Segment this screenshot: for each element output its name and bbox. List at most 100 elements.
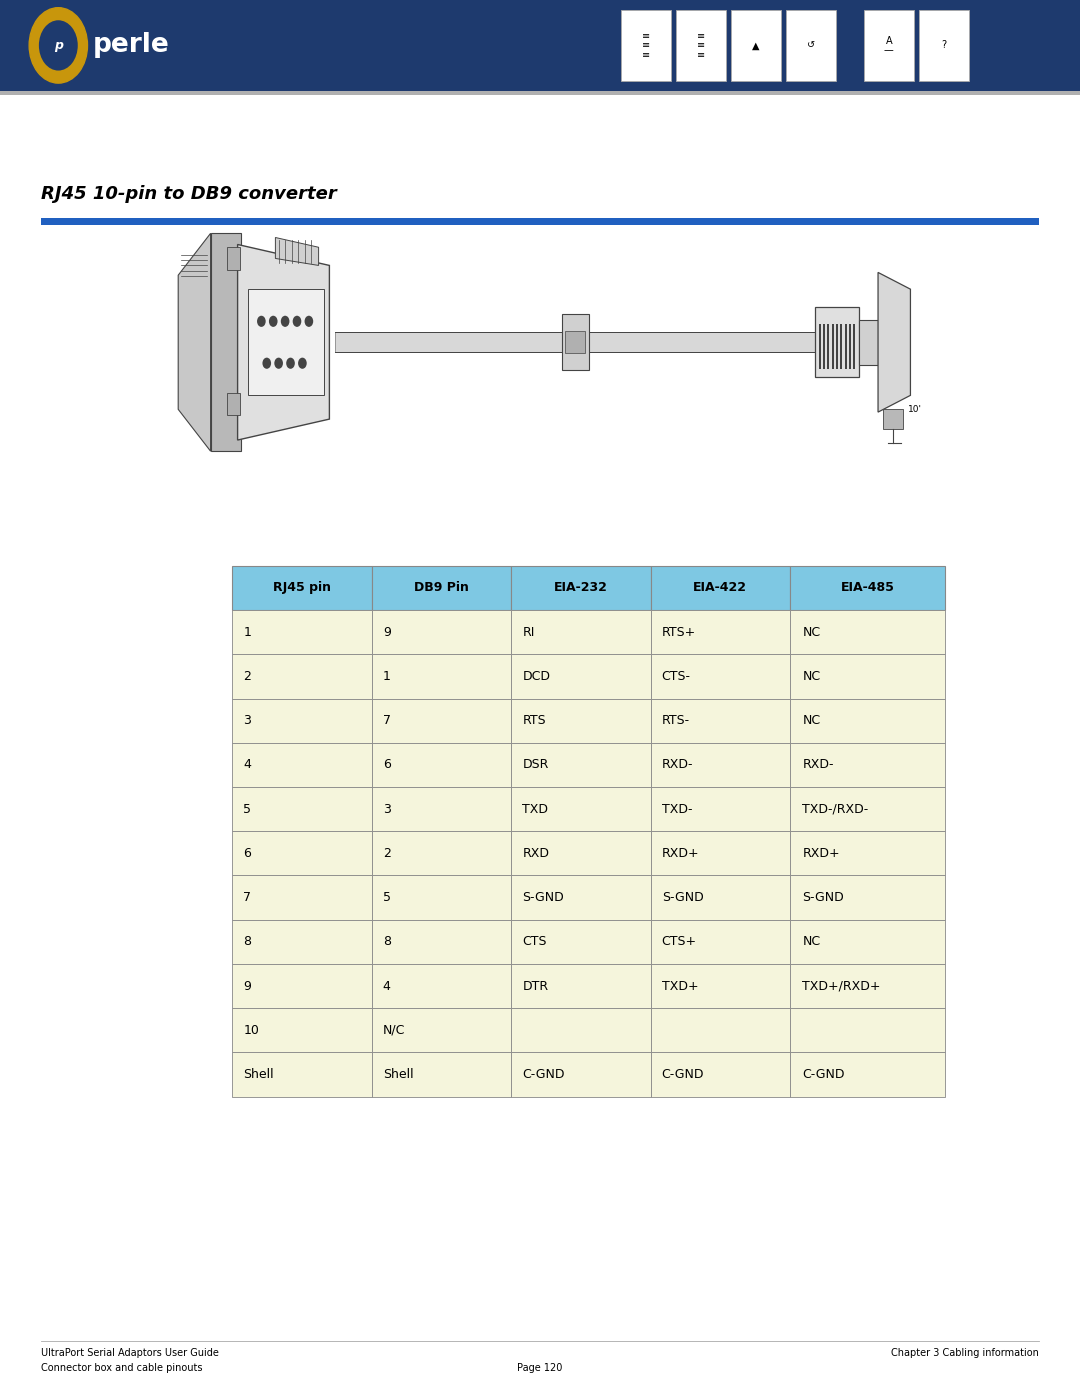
Text: RXD-: RXD- (662, 759, 693, 771)
Bar (511, 654, 650, 698)
Text: EIA-422: EIA-422 (693, 581, 747, 594)
Bar (791, 698, 945, 743)
Bar (791, 787, 945, 831)
Bar (827, 324, 829, 369)
Bar (511, 919, 650, 964)
Text: ↺: ↺ (807, 41, 815, 50)
Text: RTS-: RTS- (662, 714, 690, 726)
Text: S-GND: S-GND (802, 891, 845, 904)
Bar (836, 324, 838, 369)
Bar (650, 876, 791, 919)
Text: 4: 4 (243, 759, 252, 771)
Text: NC: NC (802, 714, 821, 726)
Text: S-GND: S-GND (662, 891, 703, 904)
Text: 1: 1 (382, 671, 391, 683)
Bar (232, 698, 372, 743)
Bar (372, 743, 511, 787)
Text: TXD: TXD (523, 803, 549, 816)
Bar (232, 654, 372, 698)
Text: 5: 5 (243, 803, 252, 816)
Bar (791, 566, 945, 610)
Circle shape (293, 316, 301, 327)
Text: 5: 5 (382, 891, 391, 904)
Text: EIA-232: EIA-232 (554, 581, 608, 594)
Text: TXD-/RXD-: TXD-/RXD- (802, 803, 868, 816)
Bar (372, 831, 511, 876)
Bar (0, 0, 1080, 91)
Text: N/C: N/C (382, 1024, 405, 1037)
Bar (335, 332, 815, 352)
Text: CTS: CTS (523, 936, 546, 949)
Circle shape (29, 7, 87, 84)
Bar (650, 743, 791, 787)
Text: RTS: RTS (523, 714, 545, 726)
Bar (511, 1052, 650, 1097)
Text: ≡
≡
≡: ≡ ≡ ≡ (642, 31, 650, 60)
Bar (791, 610, 945, 654)
Bar (232, 743, 372, 787)
Text: perle: perle (93, 32, 170, 59)
Bar (731, 10, 781, 81)
Text: TXD+: TXD+ (662, 979, 699, 992)
Bar (791, 876, 945, 919)
Text: Chapter 3 Cabling information: Chapter 3 Cabling information (891, 1348, 1039, 1358)
Bar (232, 876, 372, 919)
Bar (372, 698, 511, 743)
Text: TXD-: TXD- (662, 803, 692, 816)
Bar (791, 964, 945, 1009)
Text: NC: NC (802, 671, 821, 683)
Text: RTS+: RTS+ (662, 626, 696, 638)
Bar (511, 566, 650, 610)
Bar (562, 314, 589, 370)
Bar (786, 10, 836, 81)
Polygon shape (275, 237, 319, 265)
Bar (232, 610, 372, 654)
Bar (791, 743, 945, 787)
Text: Page 120: Page 120 (517, 1363, 563, 1373)
Bar (372, 1052, 511, 1097)
Text: RXD-: RXD- (802, 759, 834, 771)
Bar (372, 1009, 511, 1052)
Bar (511, 831, 650, 876)
Bar (650, 787, 791, 831)
Bar (232, 1009, 372, 1052)
Bar (211, 233, 241, 451)
Bar (232, 964, 372, 1009)
Polygon shape (178, 233, 211, 451)
Circle shape (274, 358, 283, 369)
Bar (372, 566, 511, 610)
Bar (0, 91, 1080, 95)
Text: EIA-485: EIA-485 (840, 581, 894, 594)
Text: 4: 4 (382, 979, 391, 992)
Text: DSR: DSR (523, 759, 549, 771)
Text: RI: RI (523, 626, 535, 638)
Text: 9: 9 (382, 626, 391, 638)
Bar (650, 919, 791, 964)
Text: ?: ? (942, 41, 946, 50)
Bar (791, 1052, 945, 1097)
Bar (849, 324, 851, 369)
Text: 8: 8 (382, 936, 391, 949)
Bar (511, 1009, 650, 1052)
Bar (511, 787, 650, 831)
Text: 10': 10' (908, 405, 922, 414)
Bar (372, 919, 511, 964)
Circle shape (257, 316, 266, 327)
Bar (864, 10, 914, 81)
Circle shape (269, 316, 278, 327)
Bar (248, 289, 324, 395)
Text: 3: 3 (382, 803, 391, 816)
Text: DB9 Pin: DB9 Pin (414, 581, 469, 594)
Bar (227, 247, 240, 270)
Bar (676, 10, 726, 81)
Text: S-GND: S-GND (523, 891, 564, 904)
Text: 3: 3 (243, 714, 252, 726)
Bar (372, 787, 511, 831)
Text: CTS-: CTS- (662, 671, 691, 683)
Bar (372, 610, 511, 654)
Bar (511, 698, 650, 743)
Bar (819, 324, 821, 369)
Bar (232, 831, 372, 876)
Bar (650, 1052, 791, 1097)
Bar (791, 1009, 945, 1052)
